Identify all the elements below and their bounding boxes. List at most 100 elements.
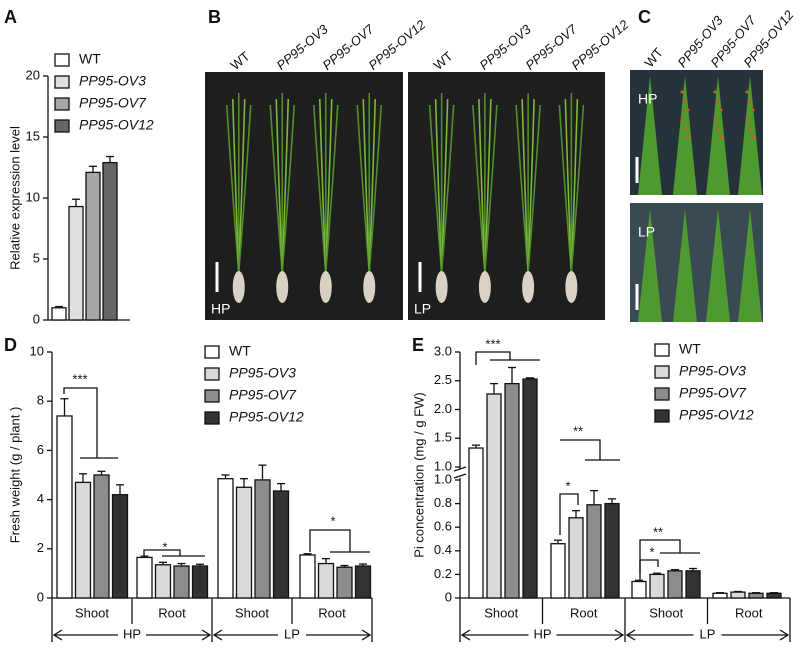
legend-swatch	[654, 343, 670, 357]
bar	[468, 447, 484, 599]
bar	[93, 474, 110, 599]
lesion	[719, 135, 723, 139]
significance-bracket	[475, 351, 540, 365]
leaf	[706, 76, 730, 195]
lesion	[713, 117, 717, 121]
lesion	[713, 90, 717, 94]
lesion	[686, 108, 690, 112]
genotype-label: WT	[641, 45, 666, 70]
y-tick-label: 0.8	[434, 495, 452, 510]
bar	[56, 415, 73, 599]
y-tick-label: 6	[37, 442, 44, 457]
bar	[486, 393, 502, 599]
lesion	[716, 126, 720, 130]
axis-break	[453, 466, 467, 479]
leaf	[527, 104, 541, 273]
bar	[111, 494, 129, 599]
genotype-label: WT	[227, 48, 252, 73]
significance-bracket	[143, 549, 205, 557]
bar	[272, 490, 290, 599]
bar	[604, 502, 620, 599]
bar	[191, 565, 209, 599]
y-tick-label: 3.0	[434, 343, 452, 358]
leaf	[738, 209, 762, 322]
leaf	[638, 76, 662, 195]
condition-label: HP	[638, 91, 657, 107]
legend-swatch	[54, 119, 70, 133]
y-tick-label: 10	[30, 343, 44, 358]
root	[522, 271, 535, 303]
condition-label: LP	[414, 301, 431, 317]
bar	[522, 378, 538, 599]
root	[565, 271, 578, 303]
legend-label: PP95-OV3	[79, 73, 146, 89]
x-tick-label: Root	[318, 605, 346, 620]
root	[363, 271, 376, 303]
y-tick-label: 0	[445, 589, 452, 604]
group-arrow	[212, 629, 372, 641]
y-tick-label: 0	[37, 589, 44, 604]
condition-label: HP	[211, 301, 230, 317]
panel-label: E	[412, 335, 424, 355]
lesion	[719, 108, 723, 112]
legend-label: PP95-OV3	[679, 363, 746, 379]
y-tick-label: 2	[37, 540, 44, 555]
bar	[766, 592, 782, 599]
bar	[550, 543, 566, 599]
significance-label: *	[330, 513, 335, 528]
leaf	[738, 76, 762, 195]
lesion	[686, 135, 690, 139]
lesion	[745, 90, 749, 94]
bar	[51, 307, 67, 321]
group-label: HP	[533, 626, 551, 641]
bar	[568, 517, 584, 599]
genotype-label: PP95-OV12	[568, 16, 631, 73]
bar	[102, 161, 118, 321]
y-tick-label: 5	[33, 250, 40, 265]
leaf	[368, 104, 383, 273]
panel-label: A	[4, 7, 17, 27]
x-tick-label: Root	[570, 605, 598, 620]
significance-bracket	[309, 529, 370, 553]
genotype-label: PP95-OV12	[365, 16, 428, 73]
bar	[217, 478, 234, 599]
legend-label: PP95-OV3	[229, 365, 296, 381]
lesion	[751, 108, 755, 112]
lesion	[683, 99, 687, 103]
significance-label: *	[649, 544, 654, 559]
y-tick-label: 0.2	[434, 566, 452, 581]
lesion	[751, 135, 755, 139]
legend-swatch	[204, 389, 220, 403]
y-tick-label: 1.0	[434, 458, 452, 473]
significance-bracket	[63, 387, 118, 459]
y-tick-label: 1.5	[434, 430, 452, 445]
x-tick-label: Root	[158, 605, 186, 620]
x-tick-label: Shoot	[75, 605, 109, 620]
legend-swatch	[204, 411, 220, 425]
leaf	[484, 104, 498, 273]
significance-bracket	[560, 439, 620, 461]
legend-swatch	[654, 409, 670, 423]
bar	[254, 479, 271, 599]
legend-label: PP95-OV12	[679, 407, 754, 423]
bar	[667, 570, 683, 599]
root	[478, 271, 491, 303]
bar	[712, 592, 728, 599]
panel-label: B	[208, 7, 221, 27]
leaf	[570, 104, 585, 273]
lesion	[680, 90, 684, 94]
legend-swatch	[654, 365, 670, 379]
bar	[136, 556, 153, 599]
leaf	[324, 104, 339, 273]
panel-label: C	[638, 7, 651, 27]
group-label: HP	[123, 626, 141, 641]
y-axis-label: Pi concentration (mg / g FW)	[411, 392, 426, 557]
root	[319, 271, 332, 303]
bar	[685, 570, 701, 599]
leaf	[440, 104, 455, 273]
bar	[586, 504, 602, 599]
root	[276, 271, 289, 303]
bar	[317, 562, 335, 599]
bar	[74, 481, 92, 599]
